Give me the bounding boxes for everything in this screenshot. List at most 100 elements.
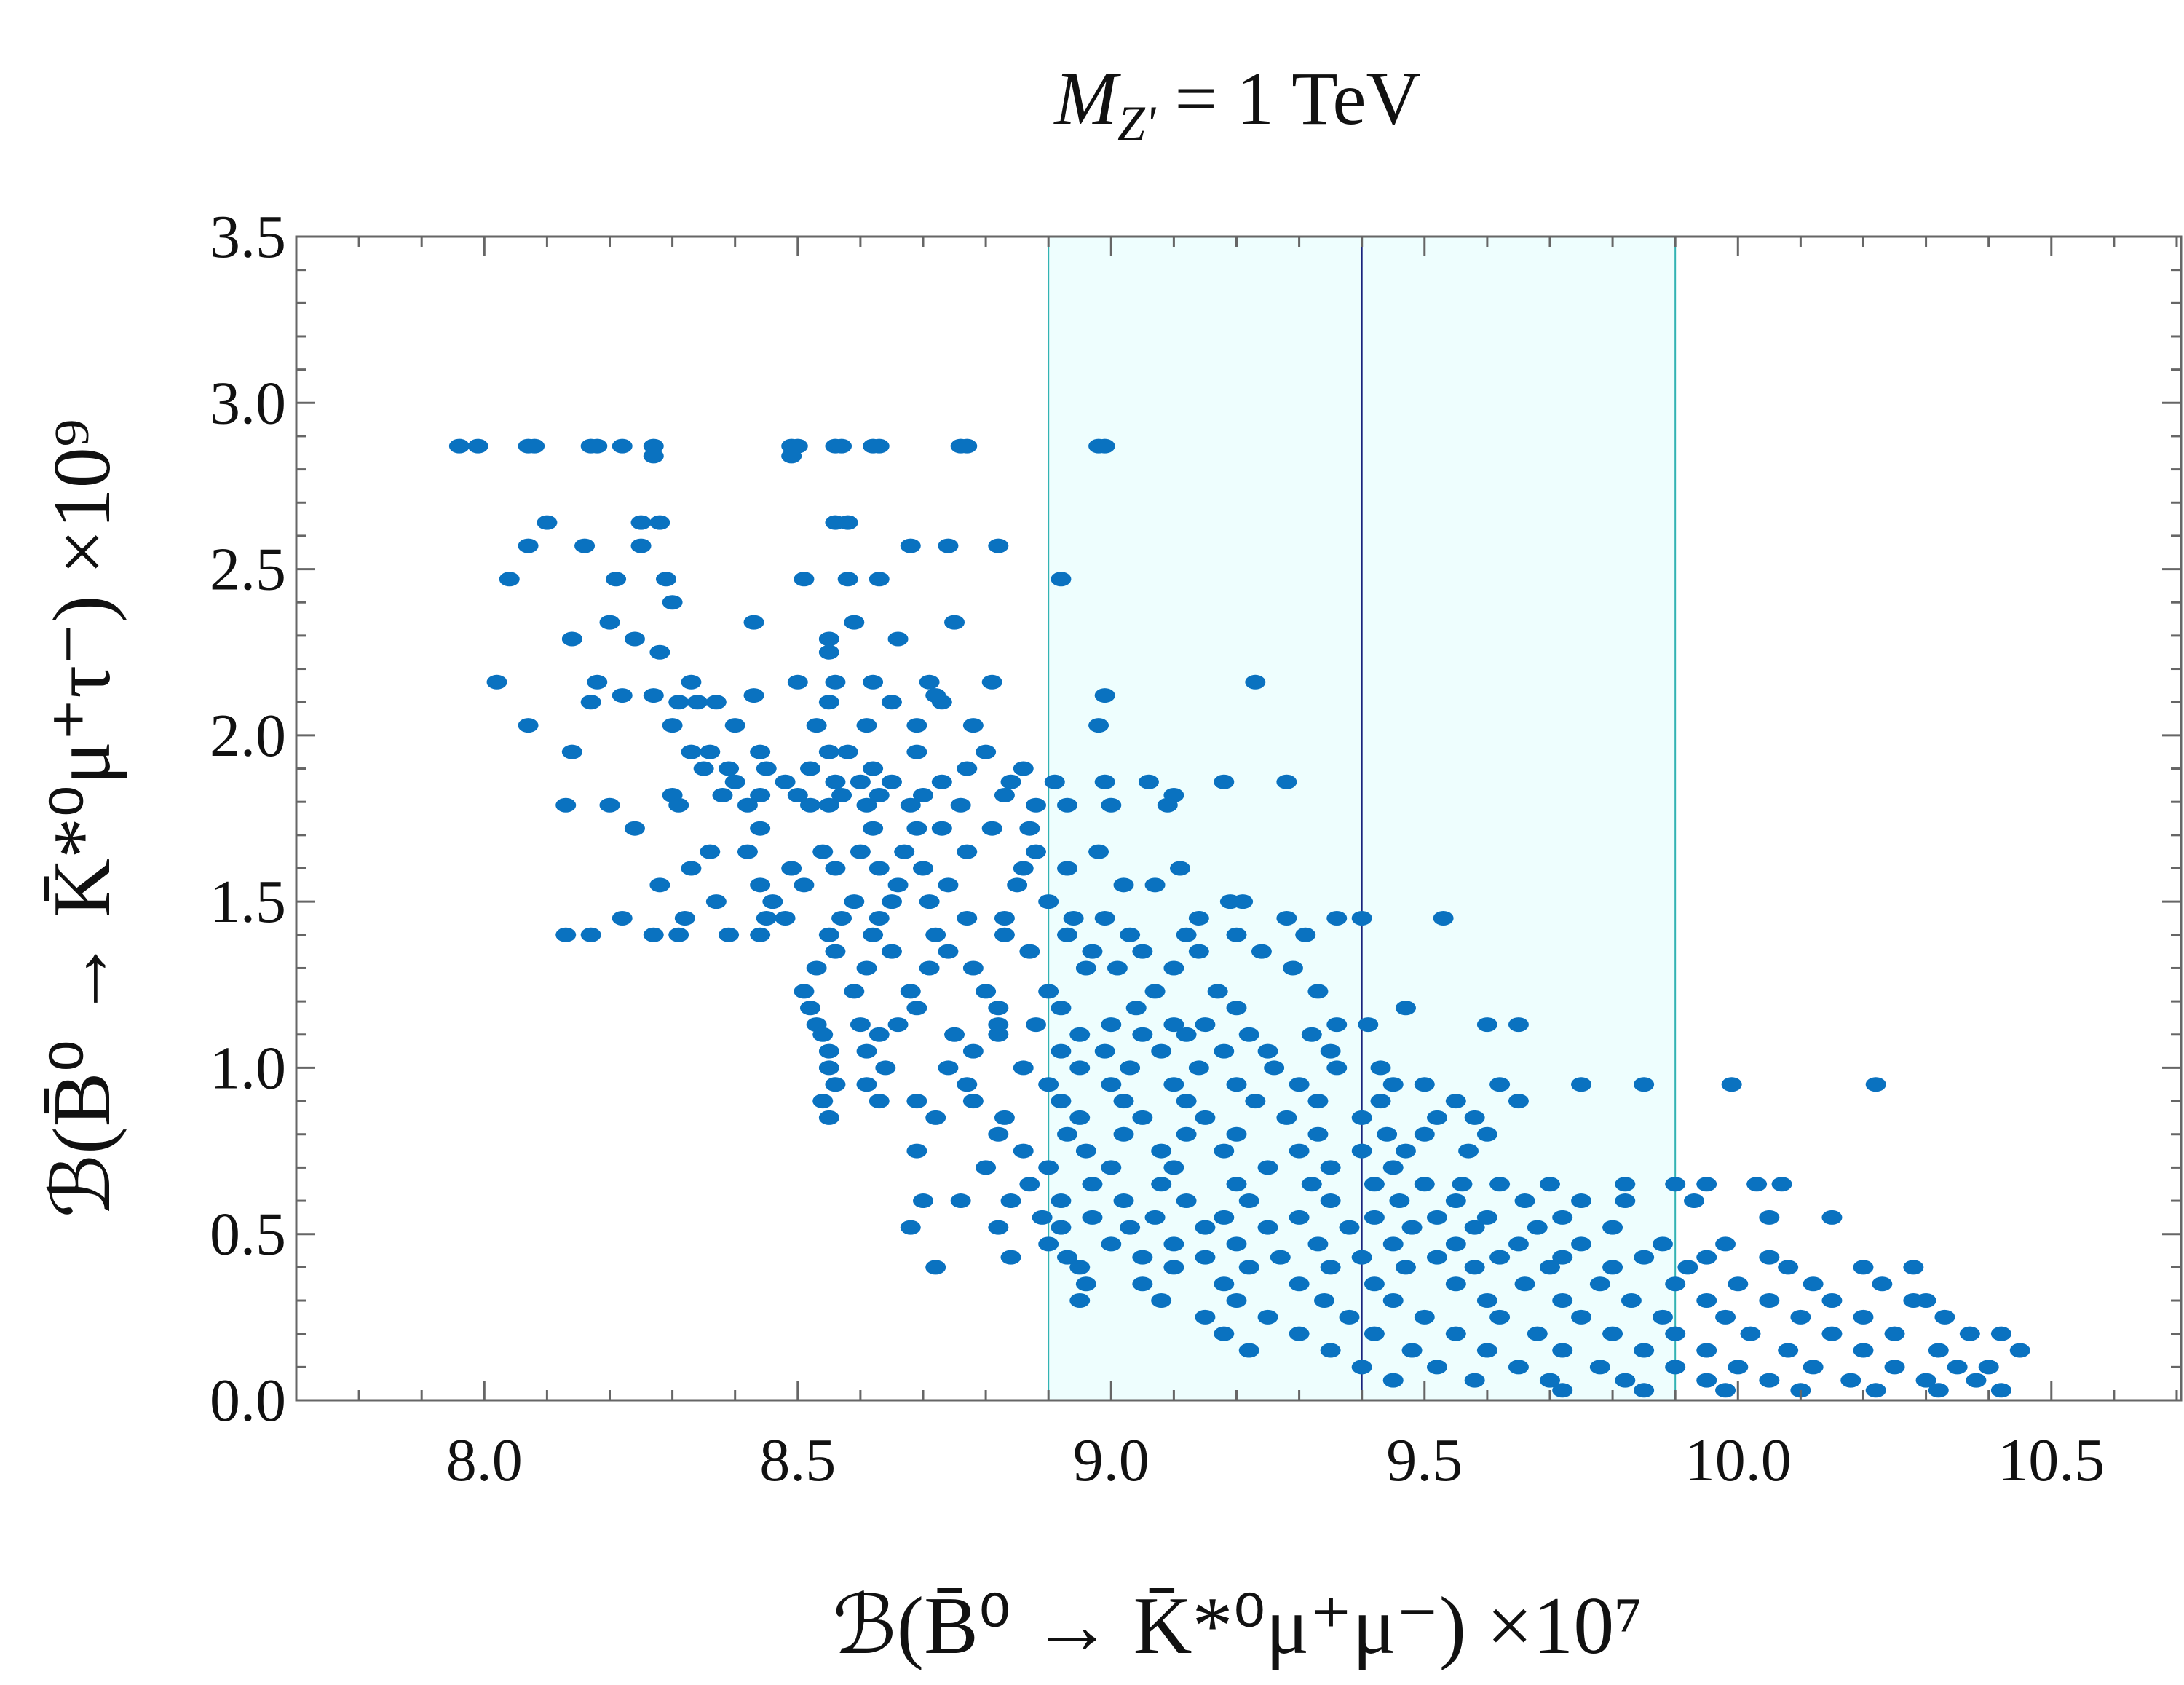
data-point bbox=[906, 821, 927, 836]
data-point bbox=[1489, 1309, 1511, 1325]
data-point bbox=[1665, 1360, 1686, 1375]
data-point bbox=[1051, 1094, 1072, 1109]
data-point bbox=[957, 761, 978, 776]
data-point bbox=[1314, 1293, 1335, 1309]
data-point bbox=[900, 538, 921, 553]
data-point bbox=[906, 1001, 927, 1016]
data-point bbox=[950, 1193, 971, 1209]
data-point bbox=[881, 774, 902, 789]
data-point bbox=[1414, 1126, 1435, 1142]
data-point bbox=[906, 718, 927, 733]
data-point bbox=[912, 788, 933, 803]
data-point bbox=[869, 910, 890, 926]
data-point bbox=[1552, 1210, 1573, 1225]
data-point bbox=[724, 718, 745, 733]
data-point bbox=[1903, 1260, 1924, 1275]
data-point bbox=[1959, 1326, 1980, 1341]
data-point bbox=[994, 1110, 1015, 1125]
data-point bbox=[1803, 1276, 1824, 1292]
y-axis-label: ℬ(B̄⁰ → K̄*⁰μ⁺τ⁻) ×10⁹ bbox=[37, 419, 127, 1218]
data-point bbox=[1151, 1043, 1172, 1059]
data-point bbox=[1101, 1077, 1122, 1092]
data-point bbox=[1195, 1017, 1216, 1033]
data-point bbox=[1088, 844, 1109, 859]
data-point bbox=[700, 744, 721, 759]
data-point bbox=[1928, 1343, 1949, 1358]
data-point bbox=[900, 797, 921, 813]
data-point bbox=[1382, 1293, 1404, 1309]
data-point bbox=[950, 797, 971, 813]
data-point bbox=[1082, 1210, 1103, 1225]
data-point bbox=[957, 844, 978, 859]
data-point bbox=[1382, 1077, 1404, 1092]
data-point bbox=[1051, 572, 1072, 587]
data-point bbox=[1176, 1027, 1197, 1042]
data-point bbox=[1552, 1383, 1573, 1398]
data-point bbox=[1013, 1060, 1034, 1076]
data-point bbox=[818, 797, 839, 813]
data-point bbox=[1571, 1193, 1592, 1209]
data-point bbox=[1289, 1210, 1310, 1225]
data-point bbox=[962, 1094, 984, 1109]
data-point bbox=[994, 788, 1015, 803]
data-point bbox=[1226, 1177, 1247, 1192]
data-point bbox=[1163, 1017, 1184, 1033]
data-point bbox=[800, 1001, 821, 1016]
data-point bbox=[1176, 1094, 1197, 1109]
data-point bbox=[1195, 1220, 1216, 1235]
data-point bbox=[1132, 944, 1153, 959]
data-point bbox=[2009, 1343, 2030, 1358]
data-point bbox=[1696, 1343, 1717, 1358]
data-point bbox=[818, 644, 839, 660]
data-point bbox=[1057, 1126, 1078, 1142]
data-point bbox=[1276, 1110, 1297, 1125]
data-point bbox=[668, 927, 689, 942]
data-point bbox=[775, 910, 796, 926]
data-point bbox=[1351, 910, 1372, 926]
data-point bbox=[1715, 1383, 1736, 1398]
x-axis-label: ℬ(B̄⁰ → K̄*⁰μ⁺μ⁻) ×10⁷ bbox=[833, 1581, 1643, 1671]
data-point bbox=[1257, 1160, 1278, 1175]
data-point bbox=[719, 927, 740, 942]
data-point bbox=[976, 744, 997, 759]
data-point bbox=[1113, 877, 1134, 893]
data-point bbox=[818, 695, 839, 710]
data-point bbox=[743, 615, 764, 630]
data-point bbox=[1163, 1236, 1184, 1252]
data-point bbox=[1821, 1210, 1843, 1225]
data-point bbox=[649, 877, 670, 893]
data-point bbox=[919, 674, 940, 690]
data-point bbox=[624, 821, 645, 836]
x-tick-label: 8.5 bbox=[759, 1426, 836, 1494]
data-point bbox=[1684, 1193, 1705, 1209]
data-point bbox=[1088, 718, 1109, 733]
data-point bbox=[1665, 1326, 1686, 1341]
data-point bbox=[643, 449, 664, 464]
data-point bbox=[1013, 761, 1034, 776]
data-point bbox=[818, 631, 839, 647]
data-point bbox=[1176, 927, 1197, 942]
data-point bbox=[1476, 1343, 1497, 1358]
data-point bbox=[850, 1017, 871, 1033]
data-point bbox=[844, 894, 865, 909]
data-point bbox=[900, 984, 921, 999]
data-point bbox=[1414, 1077, 1435, 1092]
y-tick-label: 3.0 bbox=[210, 369, 286, 437]
data-point bbox=[1013, 1143, 1034, 1159]
data-point bbox=[1602, 1326, 1623, 1341]
data-point bbox=[1778, 1343, 1799, 1358]
data-point bbox=[1069, 1060, 1091, 1076]
data-point bbox=[925, 927, 946, 942]
data-point bbox=[486, 674, 507, 690]
data-point bbox=[1163, 1260, 1184, 1275]
data-point bbox=[1634, 1383, 1655, 1398]
data-point bbox=[1101, 1160, 1122, 1175]
data-point bbox=[668, 695, 689, 710]
experimental-band bbox=[1048, 237, 1677, 1400]
data-point bbox=[624, 631, 645, 647]
data-point bbox=[1358, 1017, 1379, 1033]
data-point bbox=[863, 761, 884, 776]
data-point bbox=[649, 515, 670, 530]
data-point bbox=[1476, 1293, 1497, 1309]
